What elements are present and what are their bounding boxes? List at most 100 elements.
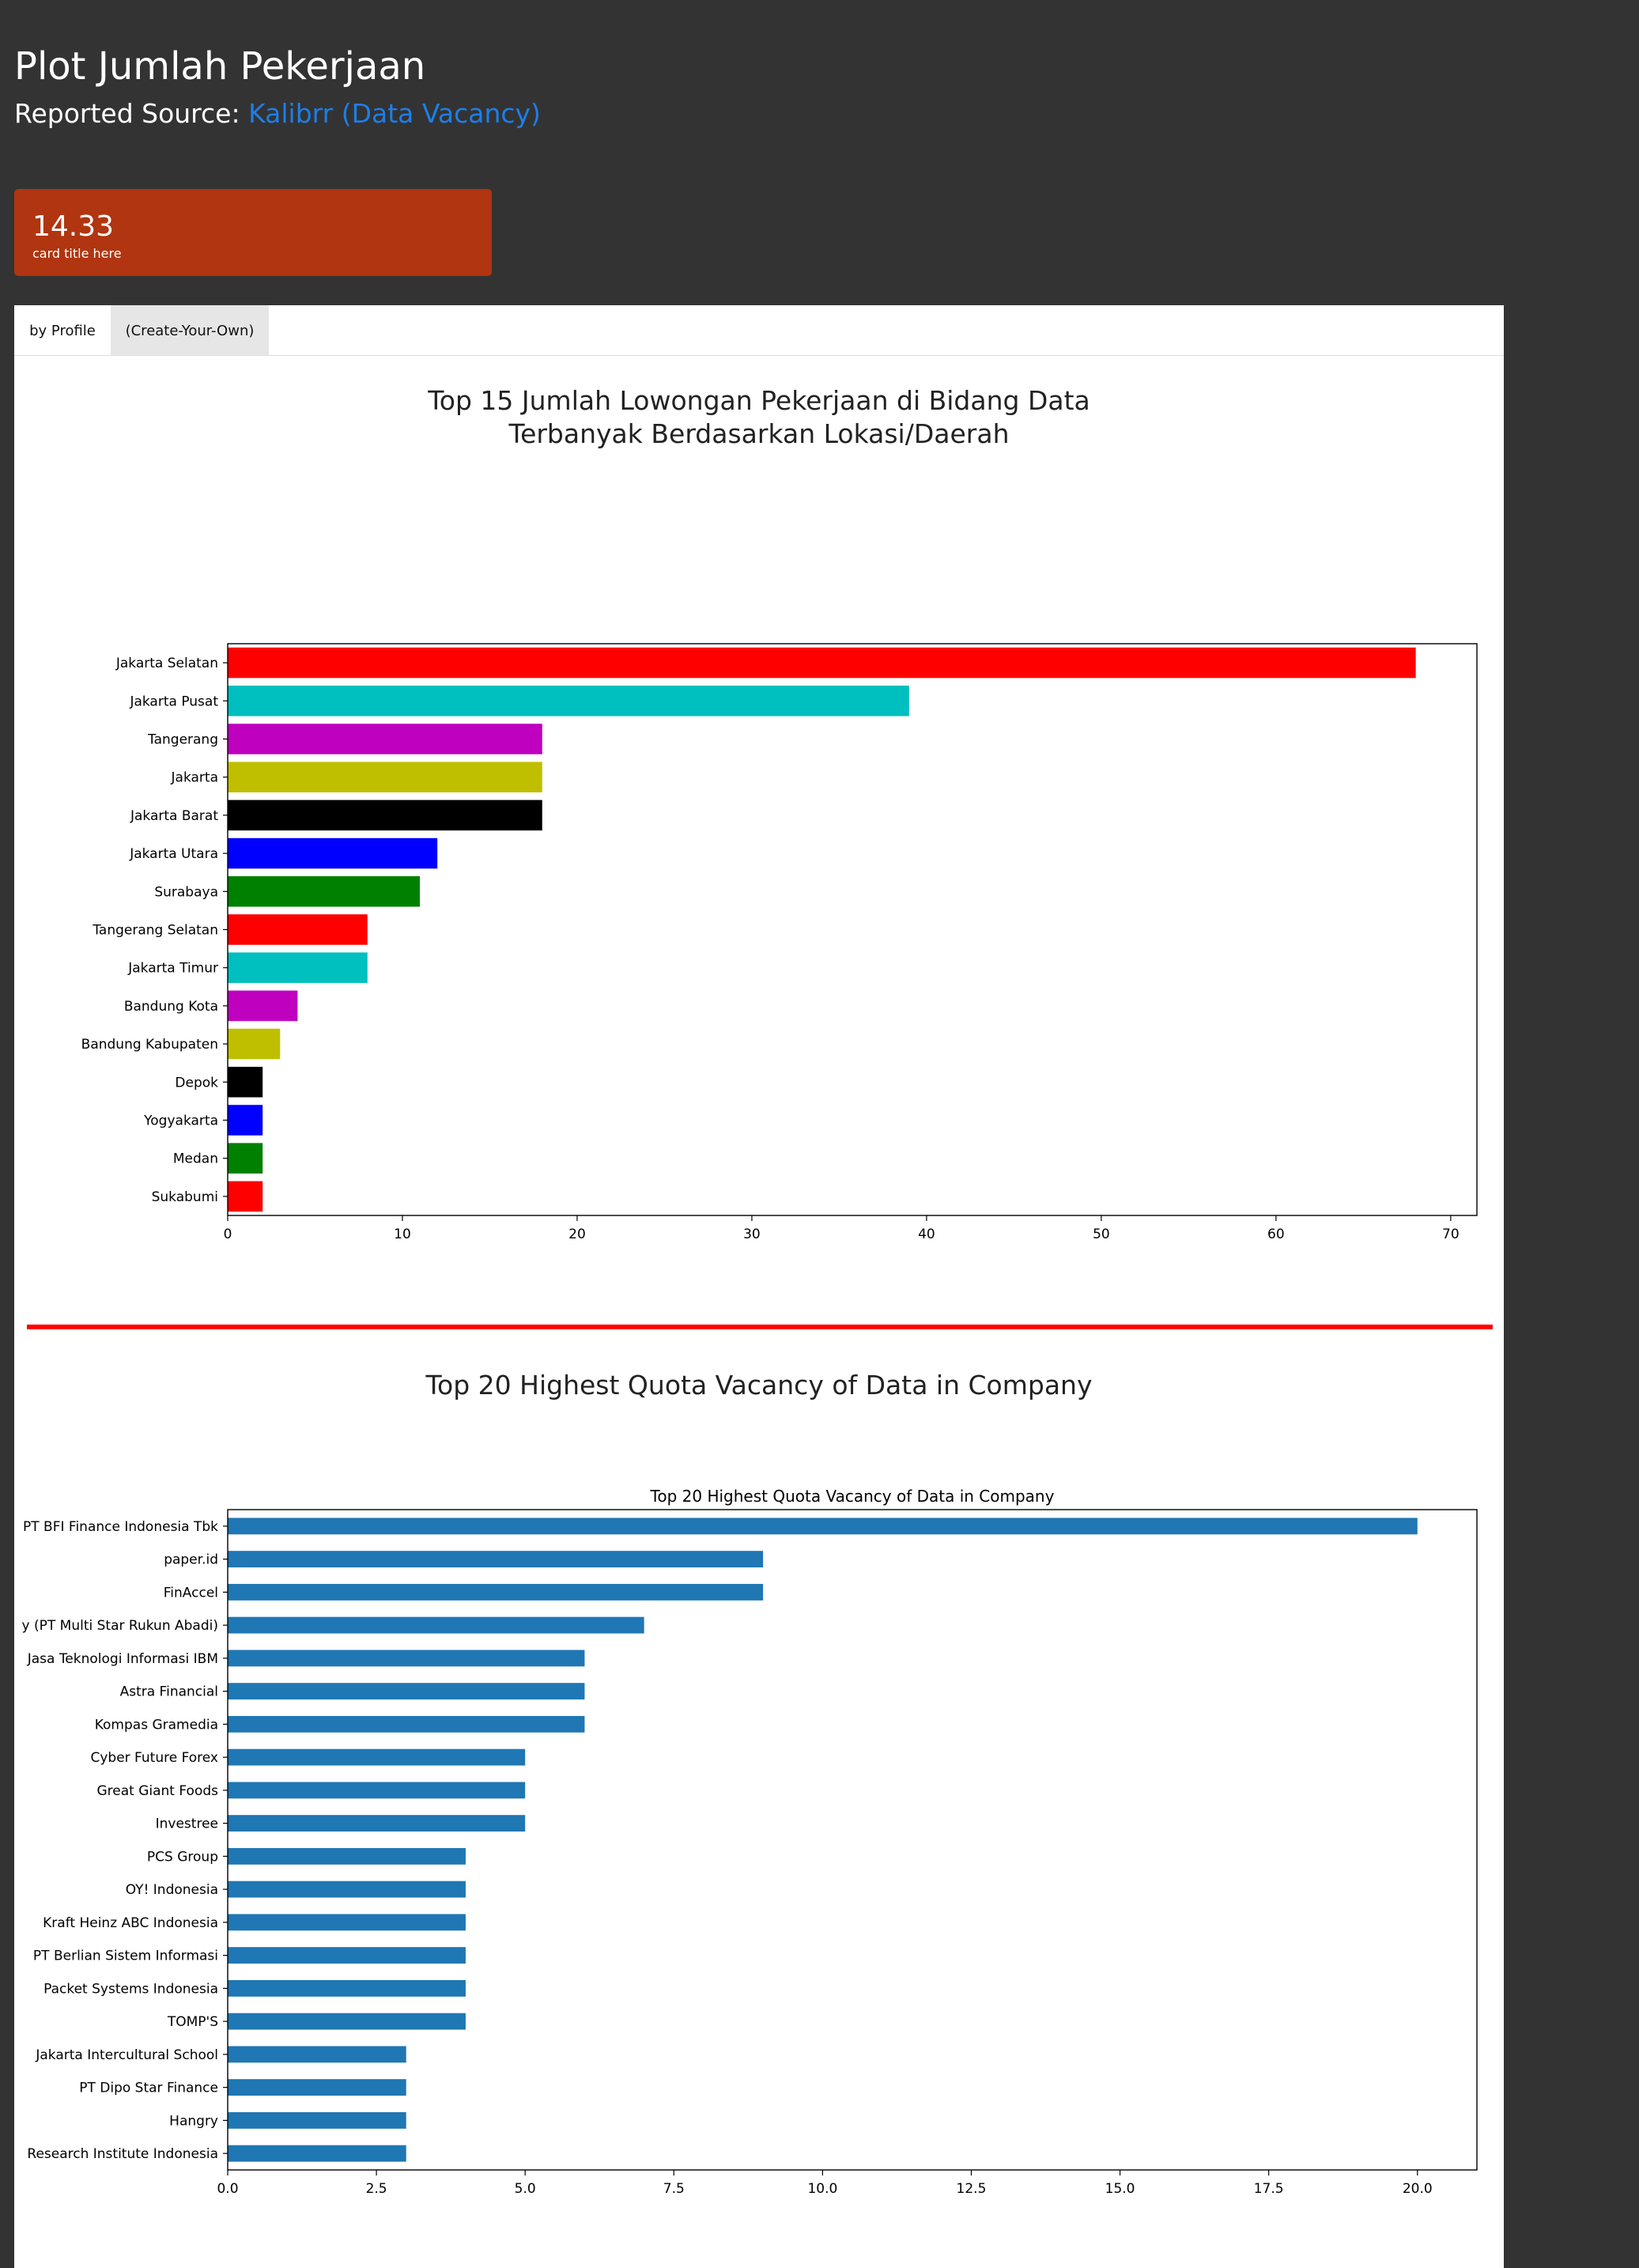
chart1-locations: Jakarta Selatan Jakarta Pusat Tangerang Jak… xyxy=(81,643,1478,1242)
chart1-category-label: Bandung Kabupaten xyxy=(81,1037,218,1053)
chart1-plot-frame xyxy=(227,643,1478,1216)
chart2-bar xyxy=(228,1815,526,1832)
chart1-category-label: Medan xyxy=(173,1151,218,1167)
chart1-category-label: Depok xyxy=(175,1075,218,1091)
chart1-bar xyxy=(228,762,542,792)
chart1-xtick-label: 20 xyxy=(568,1227,586,1242)
chart2-bar xyxy=(228,1616,644,1634)
section-divider xyxy=(27,1325,1493,1329)
chart1-category-label: Jakarta Utara xyxy=(129,846,218,862)
chart1-bar xyxy=(228,1028,281,1060)
chart1-category-label: Tangerang xyxy=(147,732,218,748)
chart2-bar xyxy=(228,1979,466,1997)
chart1-xtick-label: 30 xyxy=(743,1227,761,1242)
chart1-bar xyxy=(228,914,368,945)
chart1-bar xyxy=(228,837,438,869)
chart2-category-label: PT Berlian Sistem Informasi xyxy=(33,1949,218,1964)
tab-by-profile[interactable]: by Profile xyxy=(14,305,111,355)
chart1-xtick-label: 50 xyxy=(1093,1227,1110,1242)
chart2-xtick-label: 7.5 xyxy=(663,2181,685,2197)
chart2-category-label: Astra Financial xyxy=(120,1684,218,1700)
chart2-bar xyxy=(228,1715,585,1733)
chart2-category-label: TOMP'S xyxy=(167,2014,218,2030)
chart2-category-label: PT BFI Finance Indonesia Tbk xyxy=(23,1519,218,1535)
chart2-category-label: y (PT Multi Star Rukun Abadi) xyxy=(22,1618,218,1634)
chart1-category-label: Jakarta xyxy=(171,770,218,786)
chart1-heading-line: Terbanyak Berdasarkan Lokasi/Daerah xyxy=(508,418,1010,449)
source-label: Reported Source: xyxy=(14,98,249,129)
chart1-xtick-label: 70 xyxy=(1442,1227,1460,1242)
card-title: card title here xyxy=(32,246,122,261)
chart2-bar xyxy=(228,1650,585,1667)
chart2-bar xyxy=(228,2111,406,2129)
source-link[interactable]: Kalibrr (Data Vacancy) xyxy=(248,98,541,129)
chart1-bar xyxy=(228,724,542,754)
chart2-category-label: Investree xyxy=(156,1816,218,1832)
chart2-companies: Top 20 Highest Quota Vacancy of Data in … xyxy=(22,1487,1478,2197)
chart1-category-label: Surabaya xyxy=(154,884,218,900)
chart1-category-label: Yogyakarta xyxy=(143,1113,218,1129)
chart2-bar xyxy=(228,1683,585,1700)
chart1-heading: Top 15 Jumlah Lowongan Pekerjaan di Bida… xyxy=(14,384,1504,451)
chart2-bar xyxy=(228,1551,764,1568)
chart2-bar xyxy=(228,2013,466,2030)
chart2-bar xyxy=(228,2079,406,2096)
chart1-bar xyxy=(228,876,421,907)
chart1-category-label: Jakarta Timur xyxy=(127,961,218,977)
chart2-category-label: PT Dipo Star Finance xyxy=(79,2081,218,2096)
chart2-category-label: Cyber Future Forex xyxy=(90,1750,218,1766)
value-card: 14.33 card title here xyxy=(14,189,492,276)
chart2-bar xyxy=(228,1782,526,1799)
chart2-category-label: Kraft Heinz ABC Indonesia xyxy=(43,1915,218,1931)
chart2-bar xyxy=(228,1947,466,1964)
chart1-category-label: Bandung Kota xyxy=(124,999,218,1015)
chart2-bar xyxy=(228,1583,764,1601)
chart1-category-label: Jakarta Pusat xyxy=(129,694,218,709)
chart2-category-label: Jasa Teknologi Informasi IBM xyxy=(27,1651,218,1667)
chart2-xtick-label: 15.0 xyxy=(1105,2181,1135,2197)
chart2-bar xyxy=(228,1748,526,1766)
chart1-heading-line: Top 15 Jumlah Lowongan Pekerjaan di Bida… xyxy=(428,385,1090,416)
chart2-heading: Top 20 Highest Quota Vacancy of Data in … xyxy=(425,1370,1093,1400)
chart2-category-label: Great Giant Foods xyxy=(96,1783,218,1799)
chart2-category-label: PCS Group xyxy=(147,1849,218,1865)
chart1-category-label: Jakarta Selatan xyxy=(115,656,218,671)
page-title: Plot Jumlah Pekerjaan xyxy=(14,44,426,89)
chart2-category-label: Jakarta Intercultural School xyxy=(35,2047,218,2063)
chart2-bar xyxy=(228,2145,406,2162)
chart2-xtick-label: 20.0 xyxy=(1403,2181,1433,2197)
tab-bar: by Profile (Create-Your-Own) xyxy=(14,305,1504,356)
chart1-bar xyxy=(228,1067,263,1098)
chart1-bar xyxy=(228,952,368,983)
reported-source: Reported Source: Kalibrr (Data Vacancy) xyxy=(14,98,541,129)
chart2-xtick-label: 5.0 xyxy=(515,2181,536,2197)
chart1-bar xyxy=(228,1105,263,1136)
chart2-category-label: Kompas Gramedia xyxy=(95,1717,218,1733)
content-panel: by Profile (Create-Your-Own) Top 15 Juml… xyxy=(14,305,1504,2268)
card-value: 14.33 xyxy=(32,210,115,243)
chart2-bar xyxy=(228,1914,466,1931)
chart1-bar xyxy=(228,799,542,831)
chart2-category-label: Hangry xyxy=(169,2113,218,2129)
chart2-bar xyxy=(228,2046,406,2063)
chart1-bar xyxy=(228,1143,263,1174)
chart2-xtick-label: 10.0 xyxy=(807,2181,837,2197)
chart2-bar xyxy=(228,1518,1418,1535)
chart1-bar xyxy=(228,647,1416,679)
chart2-category-label: Packet Systems Indonesia xyxy=(43,1981,218,1997)
chart2-xtick-label: 12.5 xyxy=(957,2181,987,2197)
chart2-category-label: Research Institute Indonesia xyxy=(27,2146,218,2162)
chart2-plot-frame xyxy=(227,1509,1478,2171)
chart2-plot-title: Top 20 Highest Quota Vacancy of Data in … xyxy=(650,1487,1055,1506)
chart1-category-label: Jakarta Barat xyxy=(130,808,218,824)
chart2-category-label: OY! Indonesia xyxy=(126,1882,218,1898)
chart1-bar xyxy=(228,990,298,1022)
chart2-bar xyxy=(228,1847,466,1865)
chart1-category-label: Tangerang Selatan xyxy=(92,923,218,939)
chart2-xtick-label: 2.5 xyxy=(366,2181,387,2197)
tab-create-your-own[interactable]: (Create-Your-Own) xyxy=(111,305,269,355)
chart2-category-label: paper.id xyxy=(164,1552,218,1568)
chart2-category-label: FinAccel xyxy=(164,1585,218,1601)
chart1-xtick-label: 60 xyxy=(1267,1227,1285,1242)
chart1-category-label: Sukabumi xyxy=(152,1189,218,1205)
